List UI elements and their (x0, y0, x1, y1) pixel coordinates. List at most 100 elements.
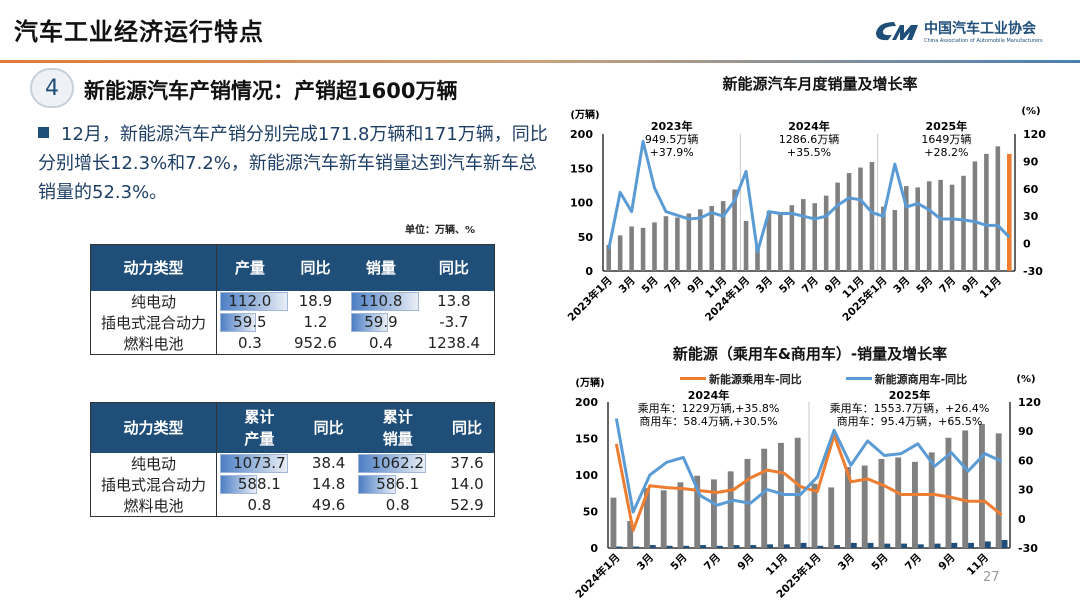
bar (606, 244, 612, 271)
data-bar (220, 312, 257, 332)
bar (761, 448, 768, 548)
table-cell: 燃料电池 (90, 494, 217, 516)
bar (755, 244, 760, 271)
bar (800, 199, 806, 271)
table-cell: 588.1 (217, 474, 302, 495)
bar (675, 217, 680, 271)
data-bar (358, 474, 396, 494)
bar (627, 520, 634, 548)
table-cell: 38.4 (311, 454, 346, 472)
year-annotation: 2025年 (926, 119, 968, 133)
bar (938, 179, 943, 271)
bar (928, 452, 935, 548)
bar (652, 222, 657, 271)
y2-tick-label: 120 (1023, 128, 1046, 141)
y2-tick-label: -30 (1023, 265, 1043, 278)
legend-item-passenger: 新能源乘用车-同比 (680, 371, 802, 387)
monthly-table: 动力类型 产量 同比 销量 同比 纯电动 112.0 18.9 110.8 13.8 插电式混合动力… (90, 244, 495, 355)
chart1-title: 新能源汽车月度销量及增长率 (722, 75, 918, 93)
table-cell: 插电式混合动力 (90, 473, 217, 495)
bar (711, 479, 717, 548)
page-title: 汽车工业经济运行特点 (14, 18, 264, 46)
bullet-text: 12月，新能源汽车产销分别完成171.8万辆和171万辆，同比分别增长12.3%… (38, 124, 548, 203)
x-tick-label: 5月 (914, 275, 935, 296)
table-cell: 112.0 (217, 291, 288, 312)
table-row: 燃料电池 0.8 49.6 0.8 52.9 (90, 494, 495, 516)
table-cell: 0.8 (247, 496, 272, 514)
column-header: 同比 (301, 402, 356, 453)
bar (828, 487, 835, 548)
year-annotation: 乘用车：1229万辆,+35.8% (638, 401, 780, 415)
data-bar (220, 453, 288, 473)
table-cell: 1.2 (303, 313, 328, 331)
y-tick-label: 200 (570, 128, 593, 141)
y2-tick-label: 60 (1023, 183, 1039, 196)
x-tick-label: 5月 (668, 552, 689, 573)
y-tick-label: 50 (583, 506, 599, 519)
bar (709, 205, 715, 271)
y2-axis-label: (%) (1016, 374, 1035, 385)
bar (644, 488, 650, 548)
bar (917, 544, 924, 548)
x-tick-label: 11月 (978, 275, 1004, 301)
logo-name-cn: 中国汽车工业协会 (924, 21, 1036, 37)
cumulative-table: 动力类型 累计 产量 同比 累计 销量 同比 纯电动 1073.7 38.4 1062.2 37.6 插… (90, 402, 495, 517)
table-cell: 插电式混合动力 (90, 311, 217, 333)
bar (995, 433, 1002, 548)
bar (845, 466, 851, 548)
legend-item-commercial: 新能源商用车-同比 (845, 371, 967, 387)
x-tick-label: 7月 (903, 552, 924, 573)
growth-line (614, 418, 1003, 514)
bar (878, 458, 885, 548)
x-tick-label: 3月 (891, 275, 912, 296)
table-row: 插电式混合动力 59.5 1.2 59.9 -3.7 (90, 311, 495, 333)
x-tick-label: 3月 (836, 552, 857, 573)
bar (861, 465, 868, 548)
table-cell: 纯电动 (90, 452, 217, 474)
section-number-badge: 4 (30, 68, 74, 108)
column-header: 销量 (348, 244, 414, 291)
bar (961, 175, 966, 271)
bar (660, 490, 667, 548)
y-tick-label: 50 (578, 231, 594, 244)
year-annotation: 949.5万辆 (645, 132, 699, 146)
chart2-title: 新能源（乘用车&商用车）-销量及增长率 (672, 345, 948, 363)
bar (858, 167, 863, 271)
bar (895, 457, 902, 548)
unit-label: 单位：万辆、% (405, 225, 476, 236)
column-header: 产量 (216, 244, 283, 291)
bar (835, 182, 840, 271)
bar (901, 543, 907, 548)
table-cell: 59.9 (348, 312, 413, 333)
table-header-row: 动力类型 产量 同比 销量 同比 (90, 244, 495, 291)
bar (951, 542, 958, 548)
bar (794, 437, 801, 548)
x-tick-label: 7月 (937, 275, 958, 296)
x-tick-label: 11月 (764, 552, 790, 578)
header-divider (0, 60, 1080, 63)
year-annotation: +35.5% (787, 146, 831, 159)
bar (934, 543, 941, 548)
bar (700, 545, 706, 548)
x-tick-label: 3月 (754, 275, 775, 296)
passenger-commercial-chart: 0 50 100 150 200 -30 0 30 60 90 120 (万辆) (%) 2024年1月 3… (573, 374, 1042, 601)
year-annotation: 乘用车：1553.7万辆，+26.4% (830, 401, 990, 415)
table-cell: 燃料电池 (90, 332, 217, 354)
year-annotation: 2025年 (889, 388, 931, 402)
table-cell: 49.6 (311, 496, 346, 514)
bar (1006, 153, 1012, 271)
growth-line (607, 139, 1011, 254)
year-annotation: 商用车：95.4万辆，+65.5% (837, 414, 983, 428)
bar (686, 213, 692, 271)
year-annotation: 2024年 (688, 388, 730, 402)
growth-line (614, 433, 1003, 532)
x-tick-label: 9月 (936, 552, 957, 573)
table-row: 插电式混合动力 588.1 14.8 586.1 14.0 (90, 473, 495, 495)
bar (949, 184, 955, 271)
bar (694, 475, 701, 548)
bar (817, 545, 824, 548)
bar (867, 542, 874, 548)
section-heading: 新能源汽车产销情况：产销超1600万辆 (84, 79, 458, 103)
table-cell: 1062.2 (355, 453, 439, 474)
